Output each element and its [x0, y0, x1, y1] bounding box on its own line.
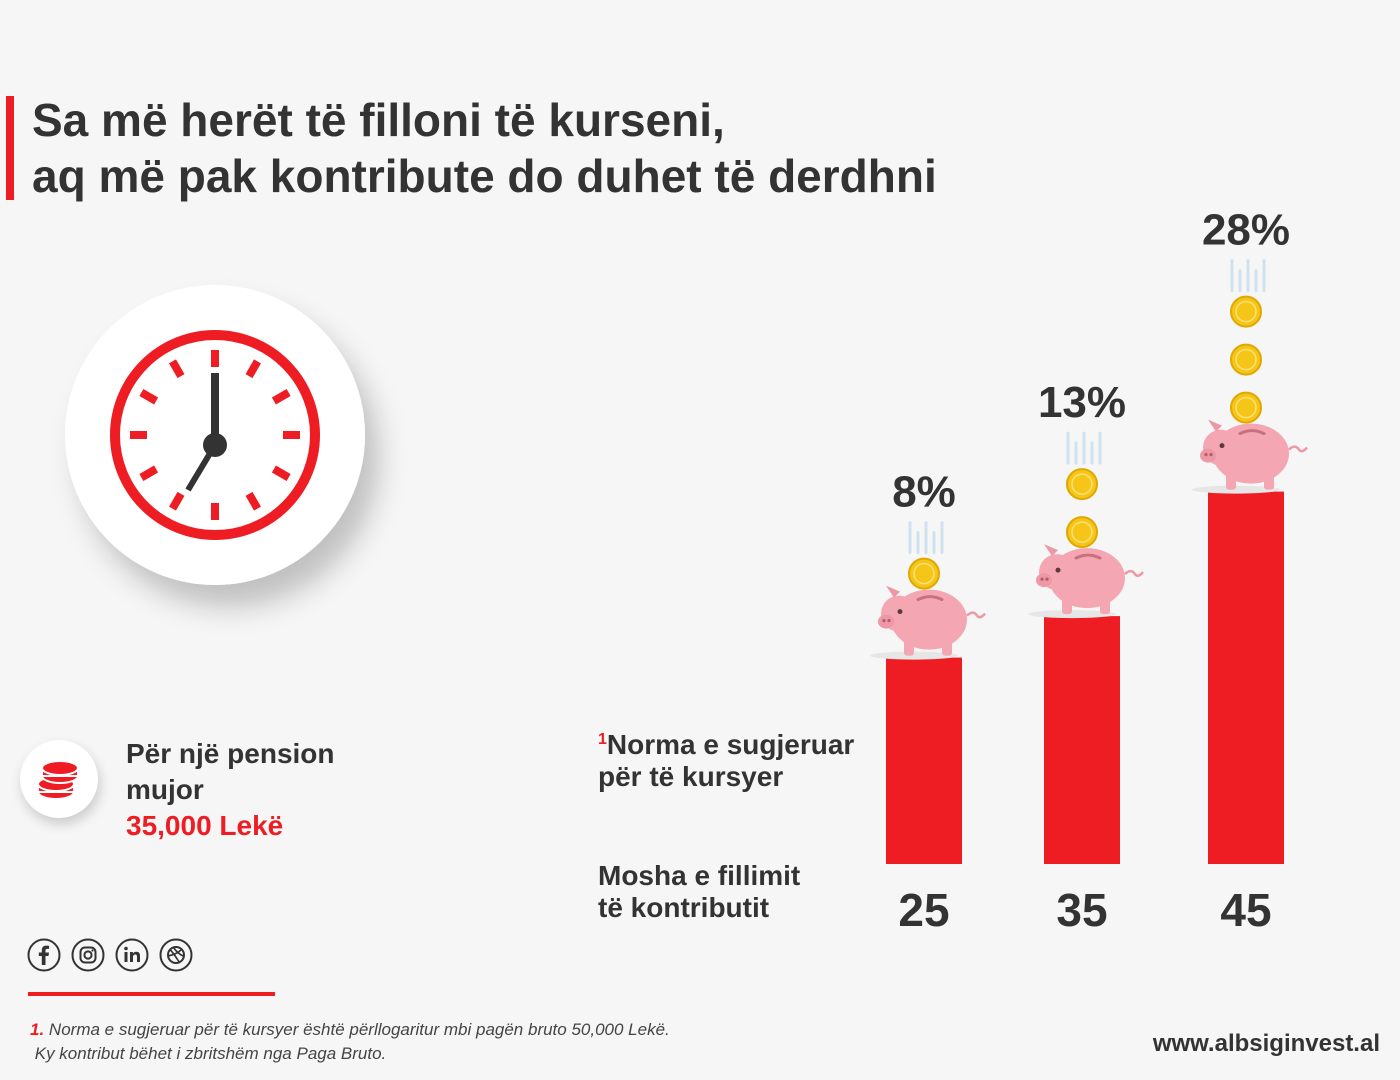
website-link[interactable]: www.albsiginvest.al: [1152, 1030, 1380, 1057]
footnote: 1. Norma e sugjeruar për të kursyer ësht…: [30, 1018, 670, 1066]
coin-icon-ring: [1071, 473, 1093, 495]
clock-tick: [169, 491, 185, 511]
title-accent-bar: [6, 96, 14, 200]
coins-badge: [20, 740, 98, 818]
rate-label-line-2: për të kursyer: [598, 761, 784, 792]
facebook-icon[interactable]: [27, 938, 61, 972]
piggy-bank-icon: [870, 585, 986, 660]
social-links: [27, 938, 193, 974]
coin-icon-ring: [1235, 348, 1257, 371]
bar-age-35: [1044, 616, 1120, 864]
coin-icon-ring: [913, 562, 935, 585]
page-title: Sa më herët të filloni të kurseni, aq më…: [32, 92, 937, 204]
bar-value-label: 28%: [1202, 206, 1290, 255]
pension-info: Për një pension mujor 35,000 Lekë: [126, 736, 335, 844]
clock-tick: [139, 389, 159, 405]
rate-label-line-1: Norma e sugjeruar: [606, 729, 855, 760]
rate-footnote-marker: 1: [598, 731, 607, 748]
instagram-icon[interactable]: [71, 938, 105, 972]
age-label-line-2: të kontributit: [598, 892, 770, 923]
coin-icon-ring: [1235, 396, 1257, 419]
clock-tick: [245, 359, 261, 379]
piggy-bank-icon: [1028, 544, 1144, 619]
age-category-label: 35: [1056, 884, 1107, 936]
footer-divider: [28, 992, 275, 996]
clock-illustration: [60, 280, 390, 610]
clock-tick: [245, 491, 261, 511]
bar-value-label: 8%: [892, 468, 956, 517]
clock-tick: [271, 465, 291, 481]
coin-icon: [1066, 468, 1098, 501]
bar-value-label: 13%: [1038, 378, 1126, 427]
dribbble-icon[interactable]: [159, 938, 193, 972]
clock-icon: [65, 285, 365, 585]
coin-icon: [1230, 391, 1262, 424]
coin-icon: [1230, 295, 1262, 328]
clock-tick: [139, 465, 159, 481]
age-category-label: 45: [1220, 884, 1271, 936]
pension-amount: 35,000 Lekë: [126, 810, 284, 841]
coins-icon: [37, 760, 79, 800]
title-line-1: Sa më herët të filloni të kurseni,: [32, 94, 725, 146]
age-label: Mosha e fillimit të kontributit: [598, 860, 800, 924]
clock-tick: [169, 359, 185, 379]
footnote-marker: 1.: [30, 1020, 45, 1039]
coin-icon: [1230, 343, 1262, 376]
bar-age-45: [1208, 491, 1284, 864]
age-label-line-1: Mosha e fillimit: [598, 860, 801, 891]
coin-icon-ring: [1235, 300, 1257, 323]
age-category-label: 25: [898, 884, 949, 936]
title-line-2: aq më pak kontribute do duhet të derdhni: [32, 150, 937, 202]
pension-line-1: Për një pension: [126, 738, 335, 769]
clock-tick: [271, 389, 291, 405]
bar-age-25: [886, 657, 962, 864]
rate-label: 1Norma e sugjeruar për të kursyer: [598, 724, 854, 793]
coin-icon: [1066, 516, 1098, 549]
coin-icon-ring: [1071, 521, 1093, 543]
footnote-line-2: Ky kontribut bëhet i zbritshëm nga Paga …: [34, 1044, 387, 1063]
linkedin-icon[interactable]: [115, 938, 149, 972]
pension-line-2: mujor: [126, 774, 204, 805]
footnote-line-1: Norma e sugjeruar për të kursyer është p…: [48, 1020, 670, 1039]
coin-icon: [908, 557, 940, 590]
piggy-bank-icon: [1192, 419, 1308, 494]
